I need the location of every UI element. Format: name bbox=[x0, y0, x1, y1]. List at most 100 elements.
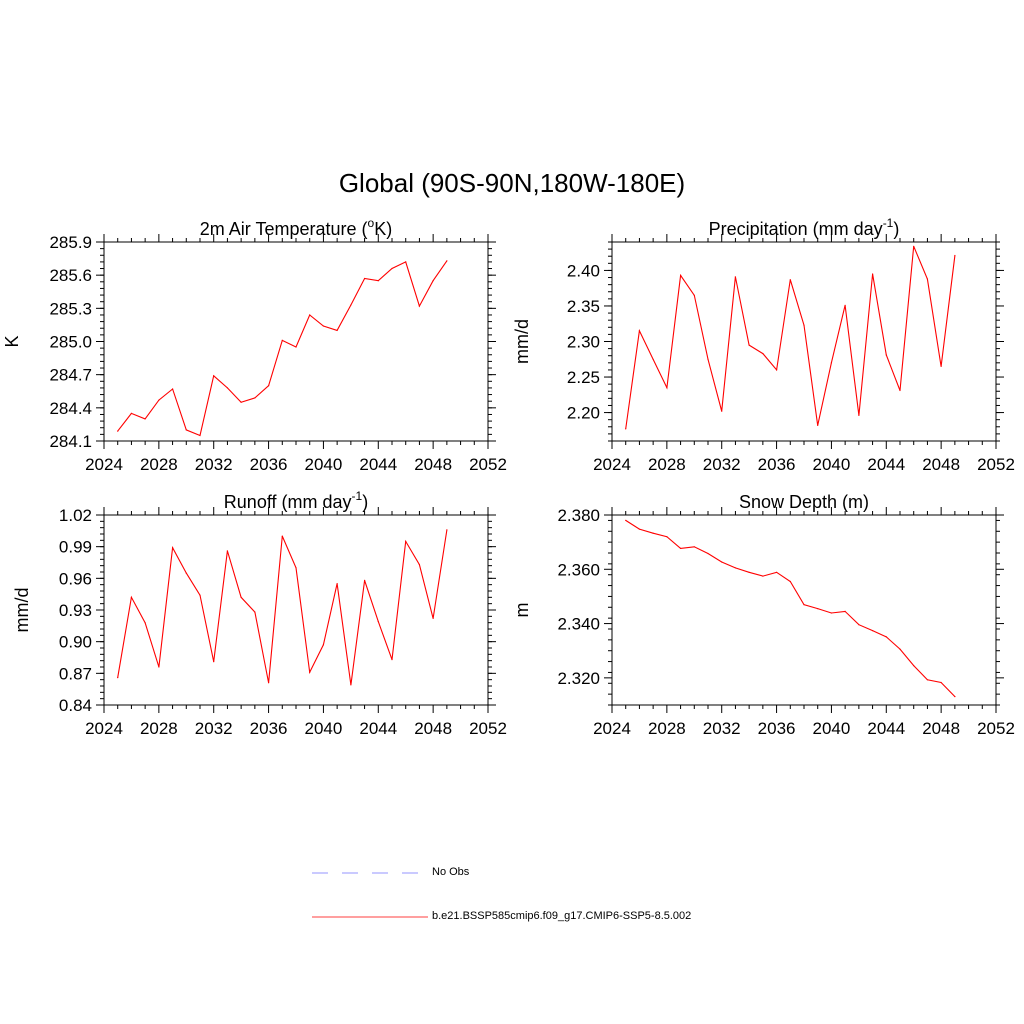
panel-title-main: Precipitation (mm day bbox=[709, 219, 883, 239]
panel-title: Precipitation (mm day-1) bbox=[709, 216, 900, 239]
data-point bbox=[364, 277, 366, 280]
data-point bbox=[899, 389, 901, 392]
data-point bbox=[913, 665, 915, 667]
panel-title-main: Runoff (mm day bbox=[224, 492, 352, 512]
x-tick-label: 2036 bbox=[250, 455, 288, 474]
data-point bbox=[446, 529, 448, 531]
x-tick-label: 2052 bbox=[469, 455, 507, 474]
y-tick-label: 284.7 bbox=[49, 366, 92, 385]
x-tick-label: 2044 bbox=[867, 719, 905, 738]
y-tick-label: 2.40 bbox=[567, 261, 600, 280]
x-tick-label: 2040 bbox=[813, 719, 851, 738]
x-tick-label: 2036 bbox=[758, 455, 796, 474]
data-point bbox=[446, 260, 448, 262]
data-point bbox=[130, 596, 132, 598]
data-point bbox=[377, 621, 379, 623]
data-point bbox=[680, 547, 682, 550]
data-point bbox=[707, 552, 709, 555]
data-point bbox=[336, 329, 338, 331]
panel-title-main: Snow Depth (m) bbox=[739, 492, 869, 512]
data-point bbox=[707, 358, 709, 360]
chart-panel-4: Snow Depth (m) m 2024 2028 2032 2036 2040 2044 2… bbox=[512, 492, 1015, 738]
chart-panel-2: Precipitation (mm day-1) mm/d 2024 2028 2032… bbox=[512, 216, 1015, 474]
data-point bbox=[213, 375, 215, 377]
data-point bbox=[638, 330, 641, 332]
x-tick-label: 2024 bbox=[85, 719, 123, 738]
chart-panel-3: Runoff (mm day-1) mm/d 2024 2028 2032 2036 204… bbox=[12, 489, 507, 738]
data-point bbox=[721, 410, 723, 412]
data-point bbox=[638, 528, 641, 530]
data-point bbox=[226, 387, 228, 389]
data-point bbox=[803, 324, 805, 326]
y-tick-label: 284.4 bbox=[49, 399, 92, 418]
x-tick-label: 2044 bbox=[359, 455, 397, 474]
data-point bbox=[418, 564, 420, 566]
legend-label-model: b.e21.BSSP585cmip6.f09_g17.CMIP6-SSP5-8.… bbox=[432, 910, 692, 922]
y-tick-label: 1.02 bbox=[59, 506, 92, 525]
data-point bbox=[350, 304, 352, 306]
data-point bbox=[377, 280, 379, 282]
chart-panel-1: 2m Air Temperature (oK) K 2024 2028 2032 2036… bbox=[2, 216, 507, 474]
data-point bbox=[117, 430, 119, 432]
x-tick-label: 2028 bbox=[140, 719, 178, 738]
y-tick-label: 285.9 bbox=[49, 233, 92, 252]
x-tick-label: 2036 bbox=[758, 719, 796, 738]
panel-title-suffix: ) bbox=[362, 492, 368, 512]
data-point bbox=[652, 358, 654, 360]
y-tick-label: 0.84 bbox=[59, 696, 92, 715]
data-point bbox=[405, 261, 407, 263]
data-point bbox=[830, 362, 833, 364]
panel-title: 2m Air Temperature (oK) bbox=[200, 216, 392, 239]
data-point bbox=[858, 414, 860, 416]
y-tick-label: 284.1 bbox=[49, 432, 92, 451]
y-tick-label: 2.320 bbox=[557, 669, 600, 688]
data-point bbox=[295, 567, 297, 569]
data-point bbox=[789, 279, 791, 281]
y-axis-label: mm/d bbox=[512, 319, 532, 364]
data-point bbox=[240, 596, 242, 598]
data-point bbox=[199, 594, 201, 596]
data-point bbox=[625, 519, 627, 522]
data-point bbox=[899, 648, 901, 650]
y-tick-label: 2.25 bbox=[567, 368, 600, 387]
data-point bbox=[954, 696, 956, 698]
y-axis-label: K bbox=[2, 335, 22, 347]
data-point bbox=[885, 636, 887, 638]
panel-title-main: 2m Air Temperature ( bbox=[200, 219, 368, 239]
x-tick-label: 2028 bbox=[648, 455, 686, 474]
data-point bbox=[844, 304, 846, 306]
data-point bbox=[693, 294, 695, 296]
data-point bbox=[405, 540, 407, 543]
data-point bbox=[185, 429, 187, 431]
data-point bbox=[158, 399, 160, 401]
x-tick-label: 2052 bbox=[977, 455, 1015, 474]
data-point bbox=[789, 580, 791, 583]
data-point bbox=[926, 679, 929, 681]
y-axis-label: mm/d bbox=[12, 588, 32, 633]
data-point bbox=[721, 561, 723, 563]
y-tick-label: 2.360 bbox=[557, 560, 600, 579]
data-point bbox=[268, 385, 270, 387]
x-tick-label: 2044 bbox=[359, 719, 397, 738]
data-point bbox=[762, 353, 764, 355]
data-point bbox=[226, 550, 228, 552]
data-point bbox=[336, 583, 338, 585]
data-point bbox=[776, 571, 778, 573]
x-tick-label: 2052 bbox=[469, 719, 507, 738]
x-tick-label: 2032 bbox=[703, 455, 741, 474]
data-point bbox=[322, 644, 324, 646]
figure-title: Global (90S-90N,180W-180E) bbox=[338, 168, 686, 198]
data-point bbox=[240, 401, 242, 403]
y-tick-label: 0.99 bbox=[59, 538, 92, 557]
data-point bbox=[913, 245, 915, 247]
data-point bbox=[309, 671, 311, 673]
x-tick-label: 2024 bbox=[593, 455, 631, 474]
data-point bbox=[391, 659, 393, 661]
data-point bbox=[954, 254, 956, 257]
panel-title-superscript: -1 bbox=[883, 216, 894, 230]
data-point bbox=[940, 365, 942, 367]
data-point bbox=[391, 267, 393, 270]
